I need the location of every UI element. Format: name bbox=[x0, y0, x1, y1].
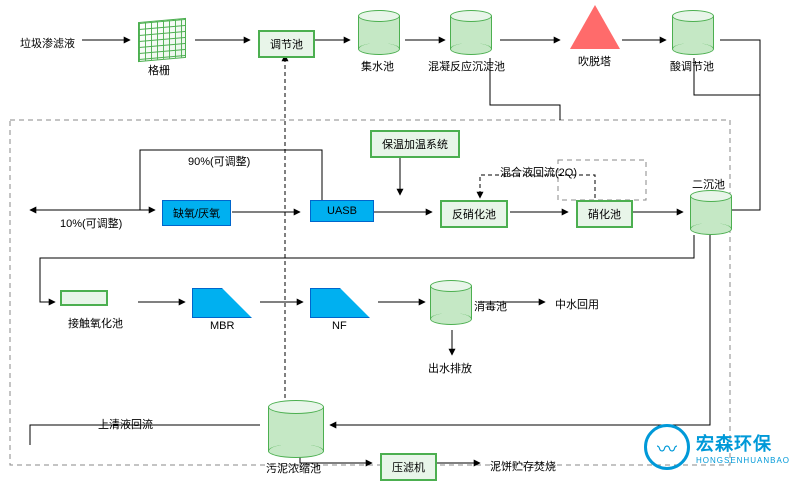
grid-label: 格栅 bbox=[148, 62, 170, 78]
wave-icon: 〰 bbox=[644, 424, 690, 470]
brand-zh: 宏森环保 bbox=[696, 430, 790, 456]
contact-ox-label: 接触氧化池 bbox=[68, 315, 123, 331]
sludge-tank: 污泥浓缩池 bbox=[268, 400, 324, 458]
r10-label: 10%(可调整) bbox=[60, 215, 122, 231]
strip-tower: 吹脱塔 bbox=[570, 5, 620, 49]
sec-sed-label: 二沉池 bbox=[692, 176, 725, 192]
sludge-label: 污泥浓缩池 bbox=[266, 460, 321, 476]
brand-logo: 〰 宏森环保 HONGSENHUANBAO bbox=[644, 424, 790, 470]
grid-screen: 格栅 bbox=[138, 20, 186, 60]
brand-py: HONGSENHUANBAO bbox=[696, 456, 790, 465]
coag-tank: 混凝反应沉淀池 bbox=[450, 10, 492, 55]
sec-sed: 二沉池 bbox=[690, 190, 732, 235]
coag-label: 混凝反应沉淀池 bbox=[428, 58, 505, 74]
heating-sys: 保温加温系统 bbox=[370, 130, 460, 158]
uasb: UASB bbox=[310, 200, 374, 222]
mbr-label: MBR bbox=[210, 320, 234, 332]
discharge-label: 出水排放 bbox=[428, 360, 472, 376]
adjust-tank: 调节池 bbox=[258, 30, 315, 58]
nf-label: NF bbox=[332, 320, 347, 332]
start-label: 垃圾渗滤液 bbox=[20, 35, 75, 51]
collect-label: 集水池 bbox=[361, 58, 394, 74]
nitri-tank: 硝化池 bbox=[576, 200, 633, 228]
sq-label: 上清液回流 bbox=[98, 416, 153, 432]
acid-tank: 酸调节池 bbox=[672, 10, 714, 55]
hh2q-label: 混合液回流(2Q) bbox=[500, 164, 577, 180]
r90-label: 90%(可调整) bbox=[188, 153, 250, 169]
reuse-label: 中水回用 bbox=[555, 296, 599, 312]
disinfect-label: 消毒池 bbox=[474, 298, 507, 314]
collect-tank: 集水池 bbox=[358, 10, 400, 55]
contact-ox bbox=[60, 290, 108, 306]
anoxic-tank: 缺氧/厌氧 bbox=[162, 200, 231, 226]
press: 压滤机 bbox=[380, 453, 437, 481]
mbr: MBR bbox=[192, 288, 252, 318]
denitri-tank: 反硝化池 bbox=[440, 200, 508, 228]
cake-label: 泥饼贮存焚烧 bbox=[490, 458, 556, 474]
strip-label: 吹脱塔 bbox=[578, 53, 611, 69]
acid-label: 酸调节池 bbox=[670, 58, 714, 74]
nf: NF bbox=[310, 288, 370, 318]
disinfect: 消毒池 bbox=[430, 280, 472, 325]
